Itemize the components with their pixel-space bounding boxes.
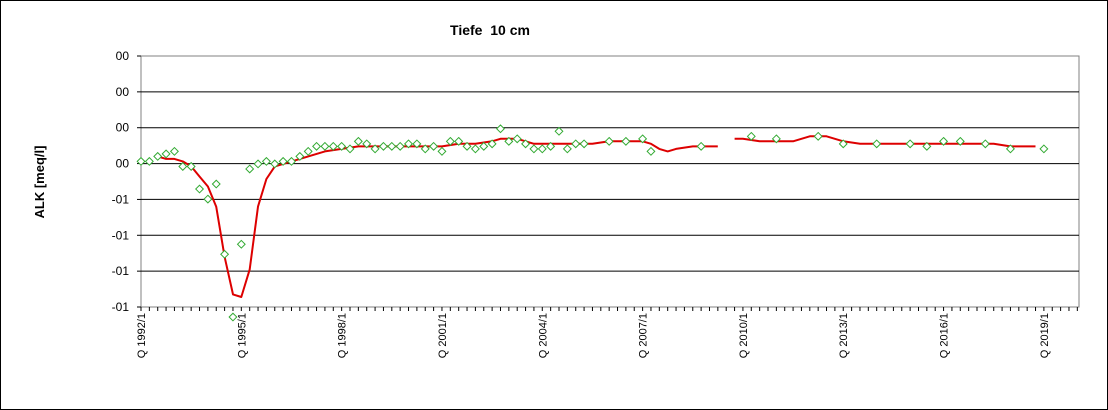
y-tick-label: -01	[112, 300, 130, 314]
data-point-diamond	[437, 146, 447, 156]
data-point-diamond	[270, 159, 280, 169]
x-tick-label: Q 1998/1	[337, 313, 349, 358]
y-tick-label: 00	[116, 157, 130, 171]
data-point-diamond	[495, 124, 505, 134]
data-point-diamond	[220, 249, 230, 259]
x-tick-label: Q 1995/1	[236, 313, 248, 358]
x-tick-label: Q 2019/1	[1039, 313, 1051, 358]
data-point-diamond	[412, 139, 422, 149]
chart-title: Tiefe 10 cm	[450, 22, 530, 38]
data-point-diamond	[604, 136, 614, 146]
data-point-diamond	[529, 144, 539, 154]
trend-line-segment	[734, 135, 1036, 148]
data-point-diamond	[228, 312, 238, 322]
data-point-diamond	[169, 146, 179, 156]
data-point-diamond	[320, 141, 330, 151]
y-tick-label: -01	[112, 192, 130, 206]
data-point-diamond	[813, 131, 823, 141]
y-tick-label: 00	[116, 49, 130, 63]
data-point-diamond	[696, 141, 706, 151]
y-tick-label: -01	[112, 228, 130, 242]
x-tick-labels: Q 1992/1 Q 1995/1 Q 1998/1 Q 2001/1 Q 2004/1…	[136, 307, 1078, 358]
data-point-diamond	[445, 136, 455, 146]
data-point-diamond	[153, 151, 163, 161]
y-tick-label: 00	[116, 121, 130, 135]
y-tick-label: 00	[116, 85, 130, 99]
data-point-diamond	[312, 141, 322, 151]
data-point-diamond	[161, 149, 171, 159]
data-point-diamond	[186, 161, 196, 171]
data-point-diamond	[1005, 144, 1015, 154]
data-point-diamond	[178, 161, 188, 171]
x-tick-label: Q 2010/1	[738, 313, 750, 358]
y-axis-label: ALK [meq/l]	[32, 146, 47, 219]
data-point-diamond	[562, 144, 572, 154]
data-point-diamond	[353, 136, 363, 146]
data-point-diamond	[420, 144, 430, 154]
data-point-diamond	[462, 141, 472, 151]
data-point-diamond	[621, 136, 631, 146]
data-point-diamond	[295, 151, 305, 161]
data-point-diamond	[504, 136, 514, 146]
data-point-diamond	[203, 194, 213, 204]
data-point-diamond	[1039, 144, 1049, 154]
data-point-diamond	[579, 139, 589, 149]
data-point-diamond	[838, 139, 848, 149]
data-point-diamond	[253, 159, 263, 169]
y-tick-label: -01	[112, 264, 130, 278]
data-point-diamond	[378, 141, 388, 151]
x-tick-label: Q 2016/1	[939, 313, 951, 358]
data-point-diamond	[337, 141, 347, 151]
data-point-diamond	[521, 139, 531, 149]
data-point-diamond	[404, 139, 414, 149]
data-point-diamond	[345, 144, 355, 154]
data-point-diamond	[771, 134, 781, 144]
data-point-diamond	[905, 139, 915, 149]
data-point-diamond	[512, 134, 522, 144]
data-point-diamond	[211, 179, 221, 189]
x-tick-label: Q 2004/1	[537, 313, 549, 358]
data-point-diamond	[980, 139, 990, 149]
data-point-diamond	[245, 164, 255, 174]
data-point-diamond	[872, 139, 882, 149]
data-point-diamond	[303, 146, 313, 156]
data-point-diamond	[554, 126, 564, 136]
data-point-diamond	[395, 141, 405, 151]
data-point-diamond	[646, 146, 656, 156]
data-point-diamond	[328, 141, 338, 151]
data-point-diamond	[922, 141, 932, 151]
data-point-diamond	[286, 156, 296, 166]
data-point-diamond	[546, 141, 556, 151]
data-point-diamond	[487, 139, 497, 149]
data-point-diamond	[939, 136, 949, 146]
data-point-diamond	[236, 239, 246, 249]
plot-area	[140, 55, 1080, 308]
data-point-diamond	[571, 139, 581, 149]
data-point-diamond	[387, 141, 397, 151]
data-point-diamond	[136, 156, 146, 166]
data-point-diamond	[195, 184, 205, 194]
data-point-diamond	[479, 141, 489, 151]
data-markers	[136, 124, 1049, 322]
data-point-diamond	[454, 136, 464, 146]
data-point-diamond	[278, 156, 288, 166]
data-point-diamond	[537, 144, 547, 154]
data-point-diamond	[746, 131, 756, 141]
x-tick-label: Q 2001/1	[437, 313, 449, 358]
gridlines	[137, 55, 1079, 308]
x-tick-label: Q 1992/1	[136, 313, 148, 358]
data-point-diamond	[955, 136, 965, 146]
data-point-diamond	[144, 156, 154, 166]
x-tick-label: Q 2007/1	[638, 313, 650, 358]
y-tick-labels: 00 00 00 00 -01 -01 -01 -01	[112, 49, 130, 314]
x-tick-label: Q 2013/1	[838, 313, 850, 358]
data-point-diamond	[370, 144, 380, 154]
data-point-diamond	[470, 144, 480, 154]
data-point-diamond	[429, 141, 439, 151]
data-point-diamond	[638, 134, 648, 144]
data-point-diamond	[362, 139, 372, 149]
data-point-diamond	[261, 156, 271, 166]
